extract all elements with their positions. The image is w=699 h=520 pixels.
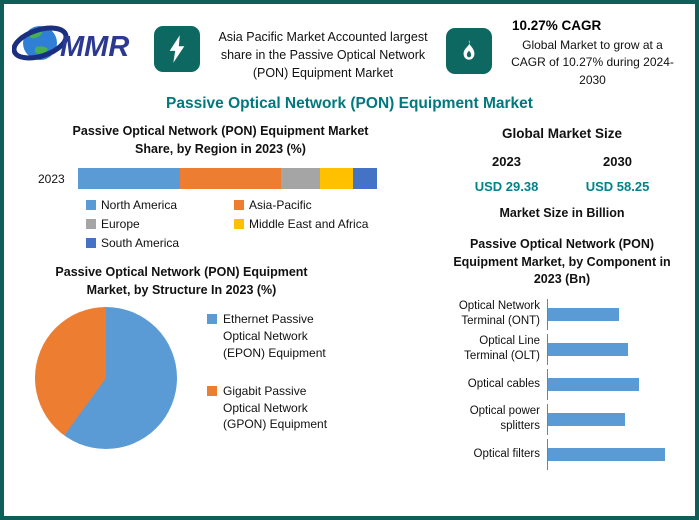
legend-label: South America (101, 236, 180, 251)
component-bar (548, 377, 640, 391)
legend-label: Middle East and Africa (249, 217, 369, 232)
left-column: Passive Optical Network (PON) Equipment … (12, 115, 437, 473)
market-size-value-2030: USD 58.25 (585, 179, 650, 195)
component-bar-area (547, 403, 675, 435)
structure-legend-item-ethernet-passive-optical-network-epon-eq: Ethernet Passive Optical Network (EPON) … (207, 311, 345, 361)
legend-swatch (86, 238, 96, 249)
market-size-year-2030: 2030 (603, 154, 632, 170)
region-chart-title: Passive Optical Network (PON) Equipment … (72, 124, 369, 156)
legend-label: Ethernet Passive Optical Network (EPON) … (223, 312, 326, 360)
component-row-optical-cables: Optical cables (441, 368, 675, 400)
legend-swatch (86, 200, 96, 211)
structure-pie-chart: Passive Optical Network (PON) Equipment … (12, 264, 437, 450)
region-legend-item-north-america: North America (86, 198, 228, 212)
market-size-value-2023: USD 29.38 (474, 179, 539, 195)
market-size-title: Global Market Size (501, 126, 623, 142)
legend-label: Europe (101, 217, 140, 232)
structure-chart-title: Passive Optical Network (PON) Equipment … (55, 265, 308, 297)
globe-icon: MMR (11, 25, 129, 63)
asia-pacific-callout: Asia Pacific Market Accounted largest sh… (218, 30, 428, 81)
market-size-grid: 2023 2030 USD 29.38 USD 58.25 (437, 154, 687, 194)
legend-swatch (207, 314, 217, 325)
legend-swatch (234, 219, 244, 230)
region-stacked-bar (78, 168, 377, 190)
component-bar-area (547, 368, 675, 400)
right-column: Global Market Size 2023 2030 USD 29.38 U… (437, 115, 687, 473)
cagr-callout: 10.27% CAGR Global Market to grow at a C… (446, 14, 685, 89)
component-bar-area (547, 298, 675, 330)
logo-text: MMR (60, 31, 129, 63)
component-label: Optical power splitters (469, 405, 540, 433)
structure-pie-wrap: Ethernet Passive Optical Network (EPON) … (35, 307, 437, 450)
component-row-optical-line-terminal-olt: Optical Line Terminal (OLT) (441, 333, 675, 365)
region-legend-item-south-america: South America (86, 236, 228, 250)
legend-swatch (234, 200, 244, 211)
region-legend-item-asia-pacific: Asia-Pacific (234, 198, 437, 212)
legend-swatch (86, 219, 96, 230)
global-market-size: Global Market Size 2023 2030 USD 29.38 U… (437, 125, 687, 220)
cagr-title: 10.27% CAGR (512, 18, 602, 33)
component-row-optical-power-splitters: Optical power splitters (441, 403, 675, 435)
region-stacked-bar-row: 2023 (38, 168, 377, 190)
region-segment-south-america (353, 168, 377, 190)
region-legend-item-europe: Europe (86, 217, 228, 231)
region-share-chart: Passive Optical Network (PON) Equipment … (12, 123, 437, 250)
component-row-optical-filters: Optical filters (441, 438, 675, 470)
region-segment-middle-east-and-africa (320, 168, 354, 190)
page-title: Passive Optical Network (PON) Equipment … (166, 95, 533, 113)
component-bar-area (547, 438, 675, 470)
region-segment-north-america (78, 168, 180, 190)
region-segment-asia-pacific (179, 168, 282, 190)
cagr-text-block: 10.27% CAGR Global Market to grow at a C… (500, 14, 685, 89)
region-legend: North America Asia-Pacific Europe Middle Ea… (86, 198, 437, 250)
component-label: Optical Network Terminal (ONT) (458, 300, 540, 328)
lightning-bolt-icon (154, 26, 200, 72)
structure-legend: Ethernet Passive Optical Network (EPON) … (207, 307, 345, 449)
market-size-year-2023: 2023 (492, 154, 521, 170)
structure-pie (35, 307, 177, 450)
cagr-description: Global Market to grow at a CAGR of 10.27… (511, 38, 674, 87)
market-size-footnote: Market Size in Billion (499, 206, 625, 221)
content: Passive Optical Network (PON) Equipment … (4, 115, 695, 473)
component-label: Optical Line Terminal (OLT) (464, 335, 540, 363)
component-bar-area (547, 333, 675, 365)
component-bar (548, 342, 628, 356)
component-row-optical-network-terminal-ont: Optical Network Terminal (ONT) (441, 298, 675, 330)
region-legend-item-middle-east-and-africa: Middle East and Africa (234, 217, 437, 231)
mmr-logo: MMR (11, 14, 144, 77)
component-label: Optical filters (473, 447, 540, 460)
legend-label: Gigabit Passive Optical Network (GPON) E… (223, 383, 328, 432)
legend-label: North America (101, 198, 178, 213)
region-segment-europe (281, 168, 321, 190)
flame-icon (446, 28, 492, 74)
component-bar (548, 307, 620, 321)
legend-label: Asia-Pacific (249, 198, 312, 213)
legend-swatch (207, 385, 217, 396)
component-bar (548, 447, 665, 461)
region-bar-category: 2023 (38, 171, 65, 186)
component-chart-title: Passive Optical Network (PON) Equipment … (453, 237, 671, 287)
component-label: Optical cables (467, 377, 540, 390)
component-rows: Optical Network Terminal (ONT) Optical Li… (441, 298, 675, 470)
header: MMR Asia Pacific Market Accounted larges… (4, 4, 695, 91)
component-bar (548, 412, 626, 426)
structure-legend-item-gigabit-passive-optical-network-gpon-equ: Gigabit Passive Optical Network (GPON) E… (207, 383, 345, 433)
component-bar-chart: Passive Optical Network (PON) Equipment … (437, 236, 687, 470)
